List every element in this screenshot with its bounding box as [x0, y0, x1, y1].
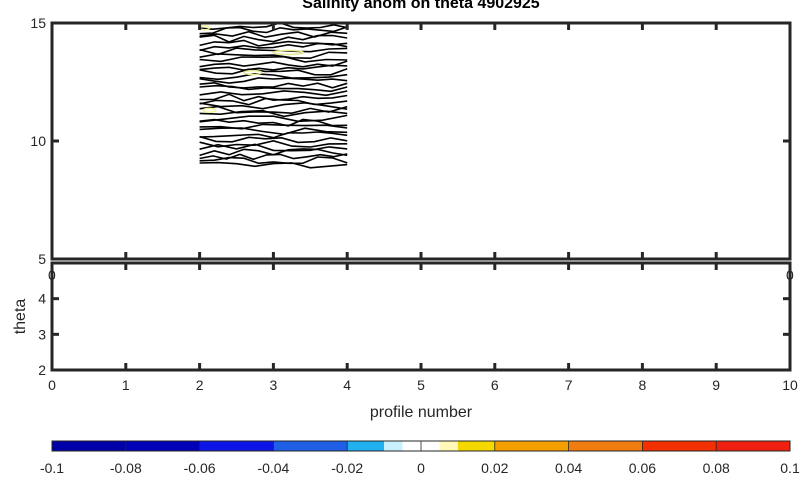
colorbar-tick-label: 0 — [417, 460, 425, 476]
colorbar-bin — [421, 441, 440, 451]
contour-line — [199, 51, 348, 60]
colorbar-tick-label: -0.02 — [331, 460, 363, 476]
colorbar-bin — [199, 441, 274, 451]
colorbar-tick-label: 0.08 — [703, 460, 730, 476]
colorbar-bin — [125, 441, 200, 451]
contour-line — [199, 105, 348, 115]
contour-line — [199, 34, 348, 43]
colorbar-bin — [568, 441, 643, 451]
x-tick-label: 5 — [417, 377, 425, 393]
contour-highlight — [272, 49, 305, 56]
contour-line — [199, 72, 348, 81]
colorbar-tick-label: 0.06 — [629, 460, 656, 476]
colorbar-tick-label: 0.04 — [555, 460, 582, 476]
y-tick-label: 3 — [38, 326, 46, 342]
contour-lines — [198, 22, 348, 169]
x-tick-label: 1 — [122, 377, 130, 393]
contour-line — [199, 123, 348, 130]
colorbar-bin — [439, 441, 458, 451]
contour-line — [199, 118, 348, 127]
x-tick-label: 2 — [196, 377, 204, 393]
contour-line — [199, 42, 348, 52]
contour-line — [199, 68, 348, 76]
colorbar: -0.1 -0.08 -0.06 -0.04 -0.02 0 0.02 0.04 0.06 0.0… — [40, 440, 800, 476]
colorbar-bin — [384, 441, 403, 451]
contour-line — [199, 156, 348, 165]
colorbar-bin — [457, 441, 495, 451]
contour-line — [199, 64, 348, 71]
colorbar-tick-label: 0.1 — [780, 460, 800, 476]
contour-line — [199, 114, 348, 123]
y-axis-label: theta — [12, 299, 29, 335]
contour-line — [199, 47, 348, 56]
colorbar-tick-label: -0.1 — [40, 460, 64, 476]
contour-line — [199, 77, 348, 84]
contour-line — [199, 60, 348, 68]
y-tick-label: 2 — [38, 362, 46, 378]
profile-panel-ticks: 0 1 2 3 4 5 6 7 8 9 10 2 3 4 — [38, 263, 798, 393]
contour-line — [199, 161, 348, 169]
x-tick-label: 9 — [712, 377, 720, 393]
x-tick-label: 0 — [48, 377, 56, 393]
colorbar-bin — [52, 441, 126, 451]
colorbar-bin — [494, 441, 569, 451]
colorbar-bin — [716, 441, 790, 451]
colorbar-bin — [642, 441, 717, 451]
y-tick-label: 15 — [30, 15, 46, 31]
contour-line — [199, 97, 348, 106]
contour-line — [199, 127, 348, 136]
contour-line — [199, 26, 348, 35]
x-tick-label: 7 — [565, 377, 573, 393]
x-axis-label: profile number — [370, 404, 473, 421]
contour-line — [199, 30, 348, 39]
contour-line — [199, 135, 348, 144]
x-tick-label: 10 — [782, 377, 798, 393]
contour-line — [199, 101, 348, 110]
contour-line — [199, 143, 348, 152]
colorbar-tick-label: 0.02 — [481, 460, 508, 476]
x-tick-label: 4 — [343, 377, 351, 393]
colorbar-tick-label: -0.04 — [257, 460, 289, 476]
y-tick-label: 5 — [38, 251, 46, 267]
colorbar-bin — [402, 441, 421, 451]
contour-line — [199, 55, 348, 63]
profile-panel-frame — [50, 261, 792, 372]
colorbar-tick-label: -0.08 — [110, 460, 142, 476]
contour-highlight — [202, 107, 216, 114]
contour-line — [199, 109, 348, 118]
colorbar-bin — [273, 441, 348, 451]
y-tick-label: 4 — [38, 291, 46, 307]
contour-panel-frame — [50, 21, 792, 261]
contour-line — [199, 93, 348, 102]
x-tick-label: 3 — [270, 377, 278, 393]
contour-line — [199, 90, 348, 97]
y-tick-label: 10 — [30, 133, 46, 149]
chart-title: Salinity anom on theta 4902925 — [302, 0, 540, 12]
colorbar-tick-label: -0.06 — [184, 460, 216, 476]
profile-panel: 0 1 2 3 4 5 6 7 8 9 10 2 3 4 profile number theta — [12, 261, 798, 421]
contour-line — [199, 84, 348, 93]
x-tick-label: 8 — [639, 377, 647, 393]
x-tick-label: 6 — [491, 377, 499, 393]
colorbar-bin — [347, 441, 385, 451]
contour-highlight — [243, 69, 263, 76]
